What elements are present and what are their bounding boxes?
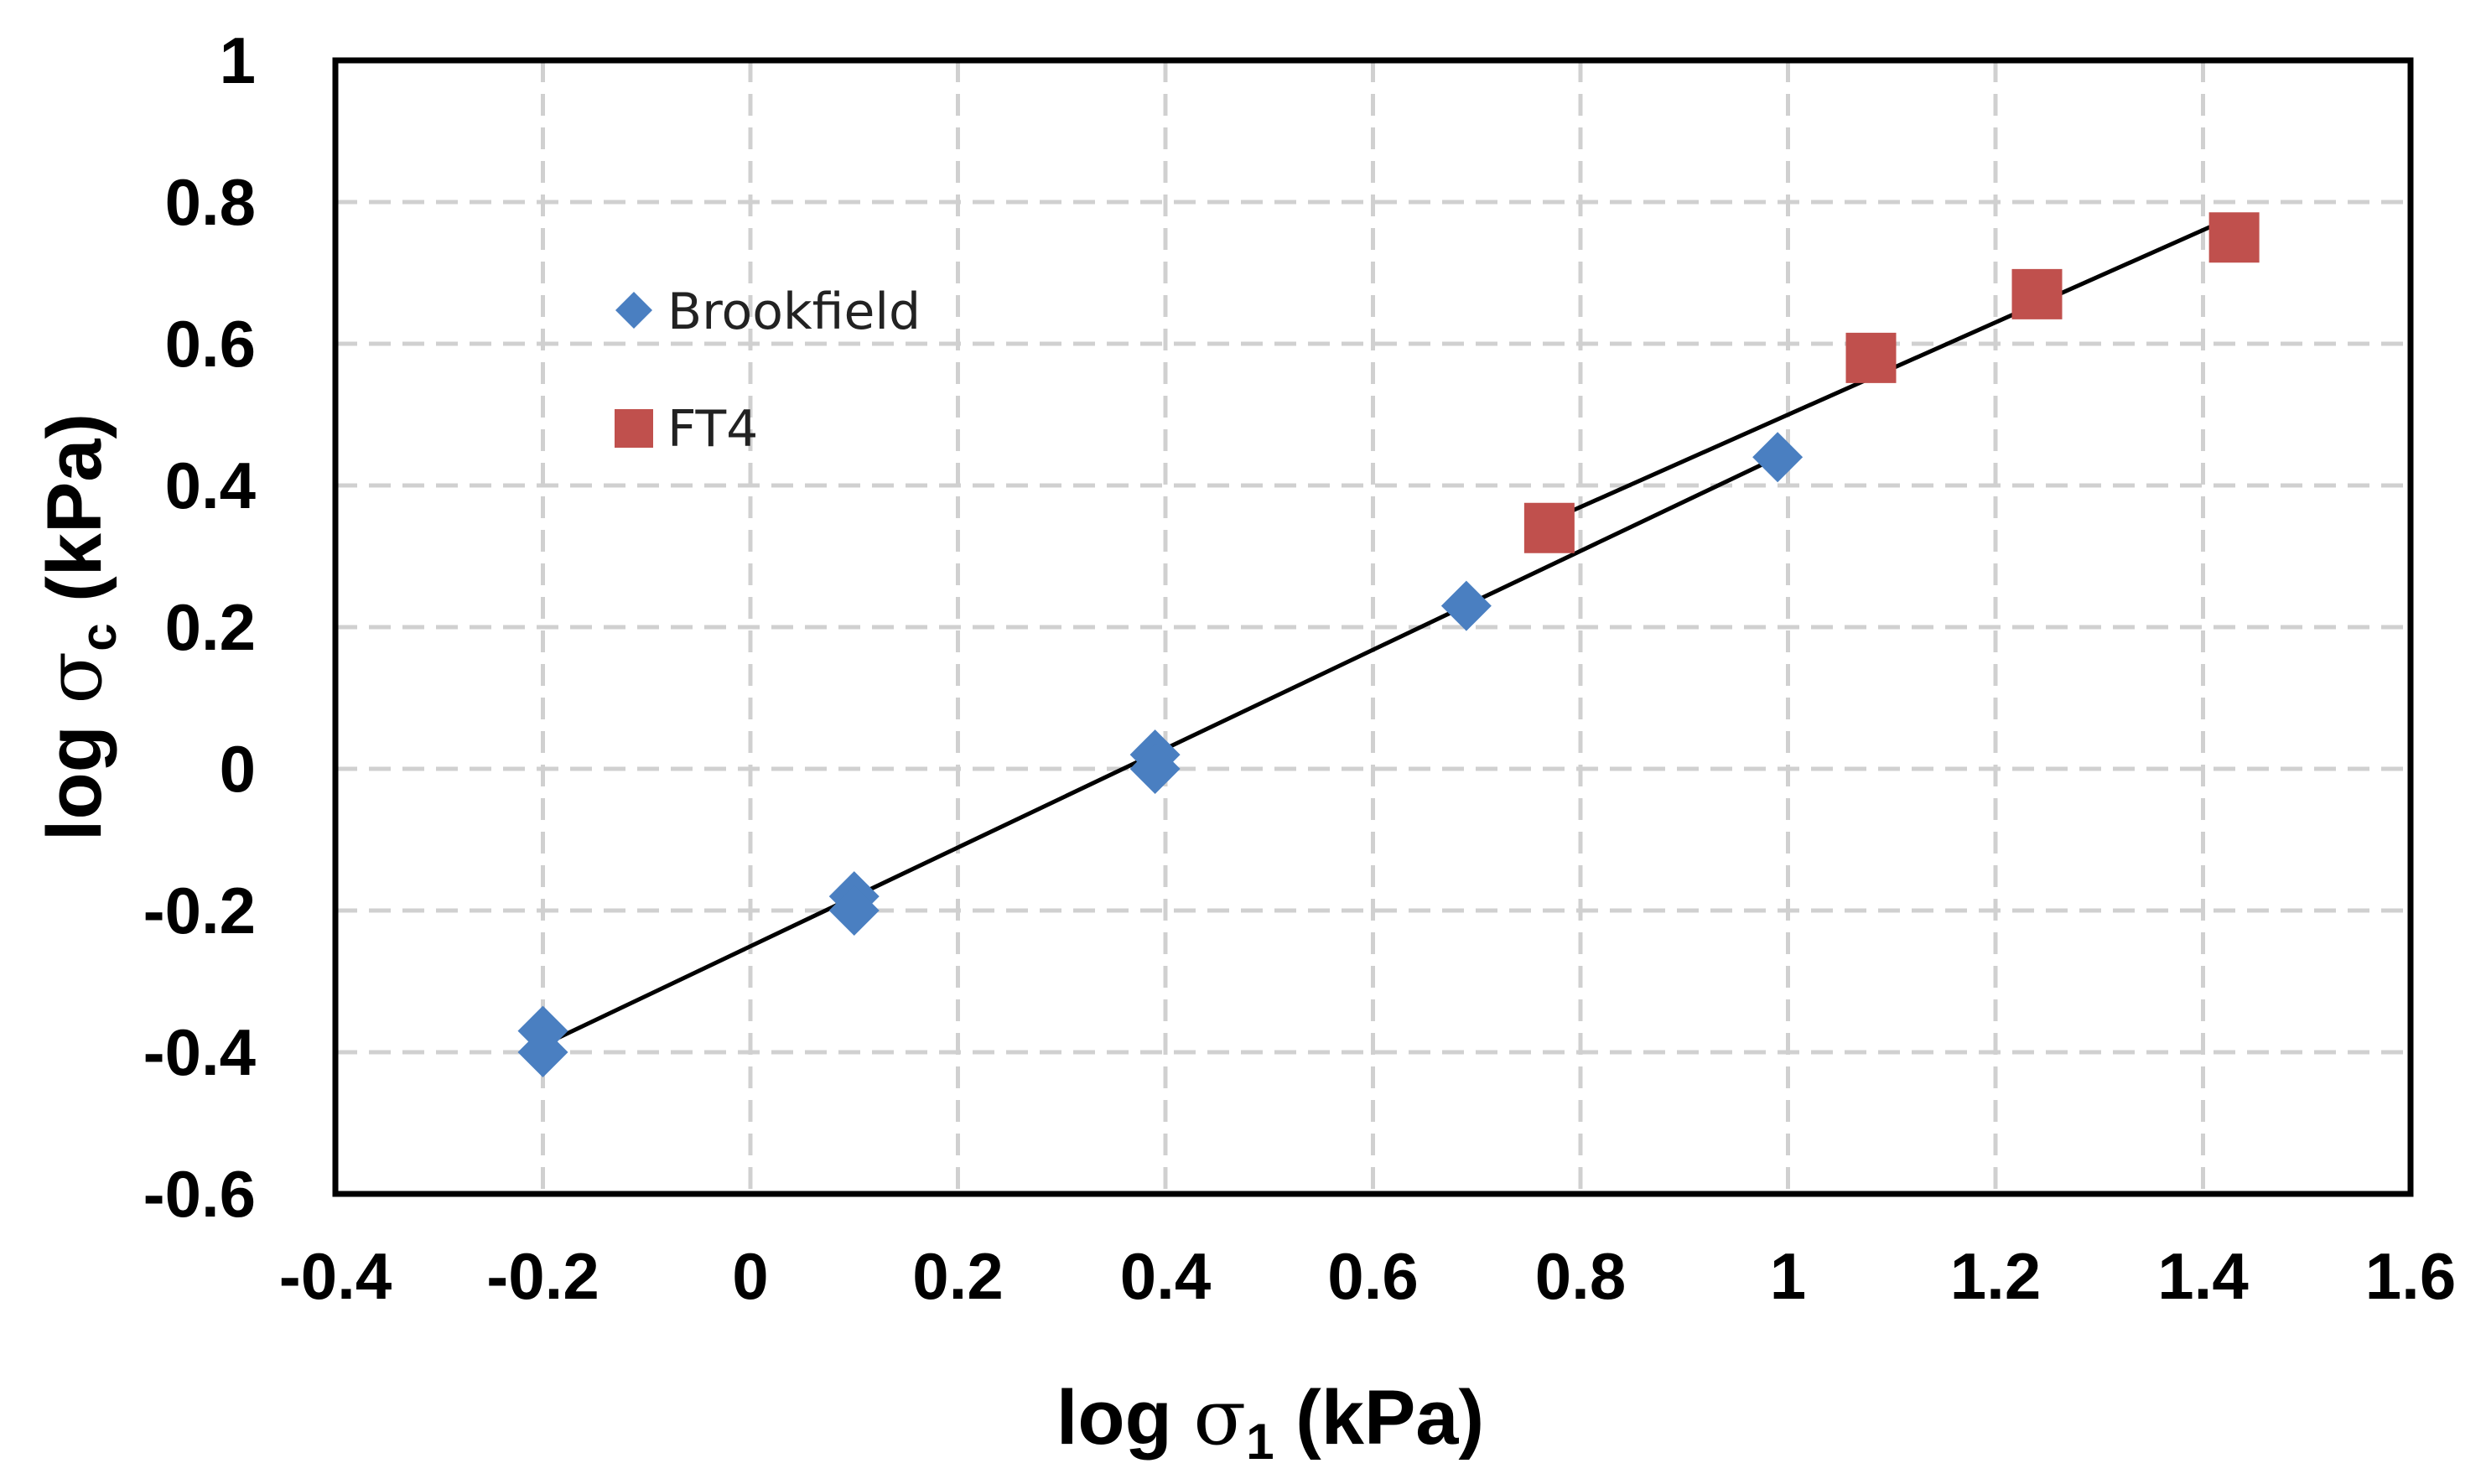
data-markers — [517, 212, 2260, 1077]
data-point-brookfield — [1752, 432, 1804, 483]
data-point-ft4 — [2011, 268, 2063, 319]
data-point-brookfield — [828, 885, 880, 936]
x-tick-label: 0.6 — [1327, 1239, 1418, 1313]
data-point-brookfield — [1129, 744, 1181, 794]
x-axis-title-suffix: (kPa) — [1274, 1375, 1485, 1461]
y-axis-title-subscript: c — [70, 623, 127, 651]
y-tick-label: -0.6 — [143, 1157, 256, 1231]
x-tick-label: 0.8 — [1535, 1239, 1626, 1313]
data-point-ft4 — [1845, 332, 1897, 383]
x-tick-label: 0.4 — [1120, 1239, 1211, 1313]
x-tick-label: -0.2 — [486, 1239, 599, 1313]
legend-square-icon — [615, 409, 653, 448]
legend-item-ft4: FT4 — [615, 400, 758, 459]
x-tick-label: 1.6 — [2365, 1239, 2456, 1313]
y-tick-label: 0.8 — [165, 165, 256, 239]
data-point-ft4 — [1523, 502, 1575, 553]
y-axis-title-suffix: (kPa) — [32, 413, 117, 624]
y-tick-label: 0 — [220, 732, 256, 806]
legend-label-brookfield: Brookfield — [667, 283, 921, 341]
y-axis-title: log σc (kPa) — [29, 413, 127, 841]
data-point-brookfield — [517, 1027, 568, 1077]
x-axis-title-symbol: σ — [1193, 1372, 1246, 1462]
data-point-brookfield — [1440, 580, 1492, 631]
legend-label-ft4: FT4 — [667, 400, 758, 459]
x-tick-label: 1.2 — [1950, 1239, 2041, 1313]
x-tick-label: 1.4 — [2157, 1239, 2248, 1313]
data-point-ft4 — [2208, 212, 2260, 263]
y-axis-title-prefix: log — [32, 704, 117, 842]
legend: Brookfield FT4 — [615, 283, 921, 459]
legend-diamond-icon — [615, 292, 652, 329]
x-tick-label: 0.2 — [912, 1239, 1003, 1313]
y-tick-label: 0.2 — [165, 590, 256, 664]
x-axis-title: log σ1 (kPa) — [1056, 1372, 1484, 1470]
y-tick-label: 0.6 — [165, 307, 256, 381]
x-tick-label: 1 — [1770, 1239, 1806, 1313]
legend-item-brookfield: Brookfield — [615, 283, 921, 341]
y-tick-label: -0.4 — [143, 1015, 256, 1089]
y-tick-label: 0.4 — [165, 449, 256, 522]
x-tick-labels: -0.4 -0.2 0 0.2 0.4 0.6 0.8 1 1.2 1.4 1.6 — [279, 1239, 2456, 1313]
plot-frame — [332, 57, 2414, 1197]
y-tick-labels: 1 0.8 0.6 0.4 0.2 0 -0.2 -0.4 -0.6 — [143, 23, 256, 1231]
grid — [335, 60, 2411, 1194]
y-axis-title-symbol: σ — [29, 651, 119, 704]
y-tick-label: 1 — [220, 23, 256, 97]
x-axis-title-subscript: 1 — [1246, 1414, 1274, 1470]
x-tick-label: 0 — [732, 1239, 768, 1313]
x-tick-label: -0.4 — [279, 1239, 392, 1313]
y-tick-label: -0.2 — [143, 874, 256, 947]
x-axis-title-prefix: log — [1056, 1375, 1194, 1461]
